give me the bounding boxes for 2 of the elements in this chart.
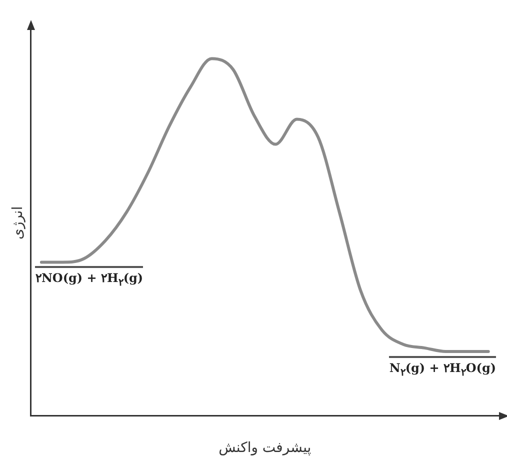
x-axis-title: پیشرفت واکنش xyxy=(218,440,312,456)
y-axis-title: انرژی xyxy=(10,206,26,240)
